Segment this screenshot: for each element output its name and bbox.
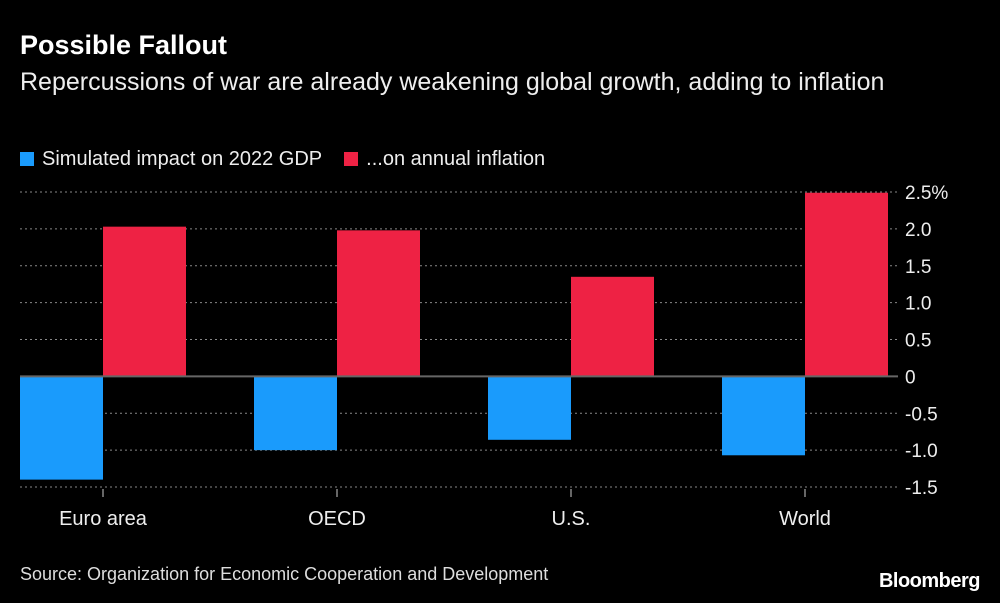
y-tick-label: 0	[905, 367, 916, 388]
bar-gdp	[20, 376, 103, 480]
legend-item-inflation: ...on annual inflation	[344, 148, 545, 171]
legend-swatch-gdp	[20, 152, 34, 166]
legend-item-gdp: Simulated impact on 2022 GDP	[20, 148, 322, 171]
y-tick-label: 0.5	[905, 331, 931, 352]
y-tick-label: -1.0	[905, 441, 938, 462]
x-tick-label: World	[779, 508, 831, 530]
chart-title: Possible Fallout	[20, 30, 228, 60]
bar-inflation	[337, 230, 420, 377]
legend: Simulated impact on 2022 GDP ...on annua…	[20, 148, 545, 171]
bar-gdp	[722, 376, 805, 456]
y-tick-label: -0.5	[905, 404, 938, 425]
x-tick-label: OECD	[308, 508, 366, 530]
y-tick-label: 1.5	[905, 257, 931, 278]
y-tick-label: 2.5%	[905, 183, 948, 204]
bar-inflation	[805, 192, 888, 377]
legend-swatch-inflation	[344, 152, 359, 166]
x-tick-label: U.S.	[552, 508, 591, 530]
bar-inflation	[571, 276, 654, 377]
legend-label-inflation: ...on annual inflation	[366, 148, 546, 170]
legend-label-gdp: Simulated impact on 2022 GDP	[42, 148, 323, 170]
y-tick-label: 1.0	[905, 294, 931, 315]
chart-subtitle: Repercussions of war are already weakeni…	[20, 68, 885, 96]
bar-gdp	[254, 376, 337, 451]
bar-gdp	[488, 376, 571, 440]
bar-inflation	[103, 226, 186, 377]
source-note: Source: Organization for Economic Cooper…	[20, 564, 549, 584]
y-tick-label: 2.0	[905, 220, 931, 241]
y-tick-label: -1.5	[905, 478, 938, 499]
bloomberg-logo: Bloomberg	[878, 570, 981, 592]
x-tick-label: Euro area	[59, 508, 148, 530]
